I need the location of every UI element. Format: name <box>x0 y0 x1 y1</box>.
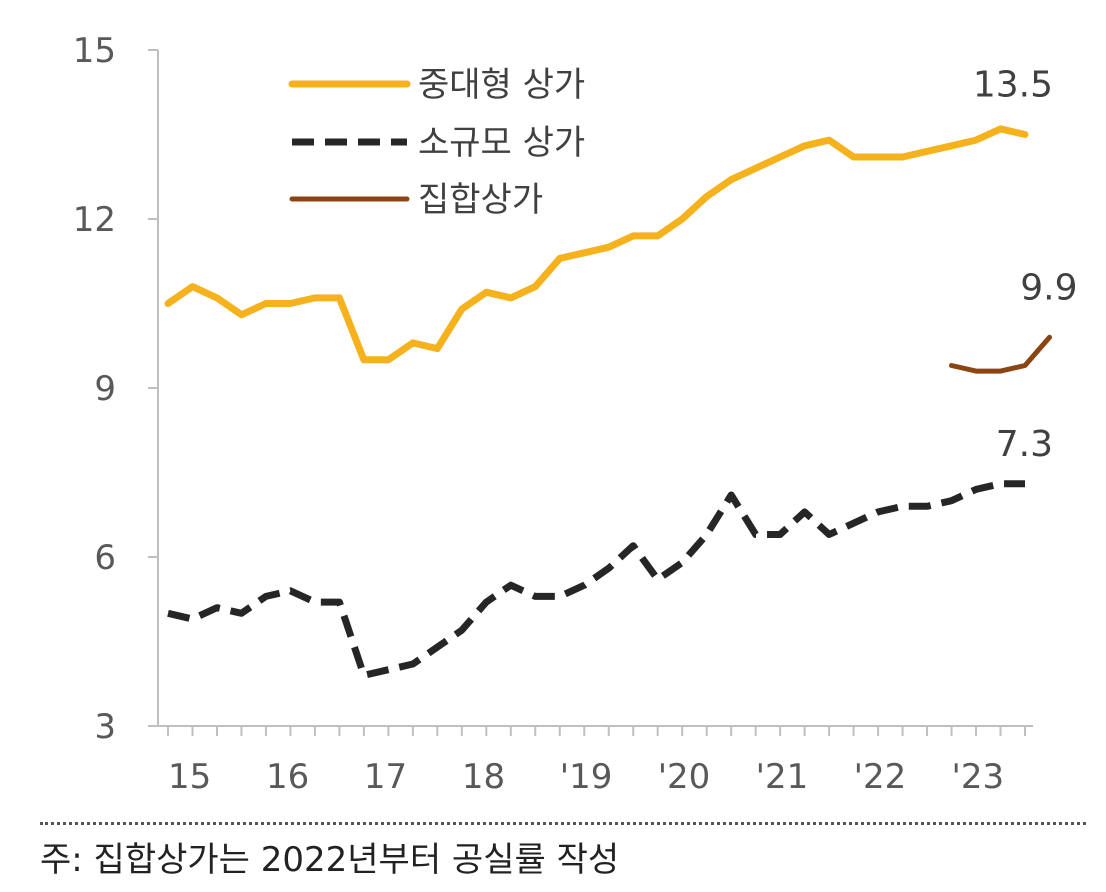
footnote-divider <box>40 822 1086 825</box>
series-layer <box>164 125 1052 679</box>
y-tick-label: 6 <box>94 538 116 578</box>
end-labels: 13.5 7.3 9.9 <box>973 65 1078 465</box>
y-tick-label: 9 <box>94 369 116 409</box>
axes: 3 6 9 12 15 15 16 17 18 '19 '20 '21 '22 '23 <box>73 31 1033 797</box>
x-tick-label: '22 <box>854 757 907 797</box>
line-chart: 3 6 9 12 15 15 16 17 18 '19 '20 '21 '22 '23 중대형 상가소규모… <box>73 31 1078 797</box>
end-value-label: 7.3 <box>996 424 1053 465</box>
end-value-label: 13.5 <box>973 65 1053 106</box>
legend-label: 소규모 상가 <box>418 123 585 163</box>
end-value-label: 9.9 <box>1020 267 1077 308</box>
x-tick-label: 18 <box>462 757 505 797</box>
series-line-3 <box>949 334 1052 374</box>
x-tick-label: 16 <box>266 757 309 797</box>
series-line-2 <box>167 480 1025 679</box>
x-tick-label: '21 <box>756 757 809 797</box>
series-line-1 <box>164 125 1029 364</box>
legend-label: 집합상가 <box>418 180 543 220</box>
x-tick-label: '20 <box>658 757 711 797</box>
legend-label: 중대형 상가 <box>418 65 585 105</box>
y-tick-label: 3 <box>94 707 116 747</box>
x-tick-label: 15 <box>168 757 211 797</box>
x-tick-label: '19 <box>560 757 613 797</box>
x-tick-label: 17 <box>364 757 407 797</box>
x-tick-label: '23 <box>952 757 1005 797</box>
y-tick-label: 12 <box>73 200 116 240</box>
footnote: 주: 집합상가는 2022년부터 공실률 작성 <box>40 840 620 880</box>
y-tick-label: 15 <box>73 31 116 71</box>
